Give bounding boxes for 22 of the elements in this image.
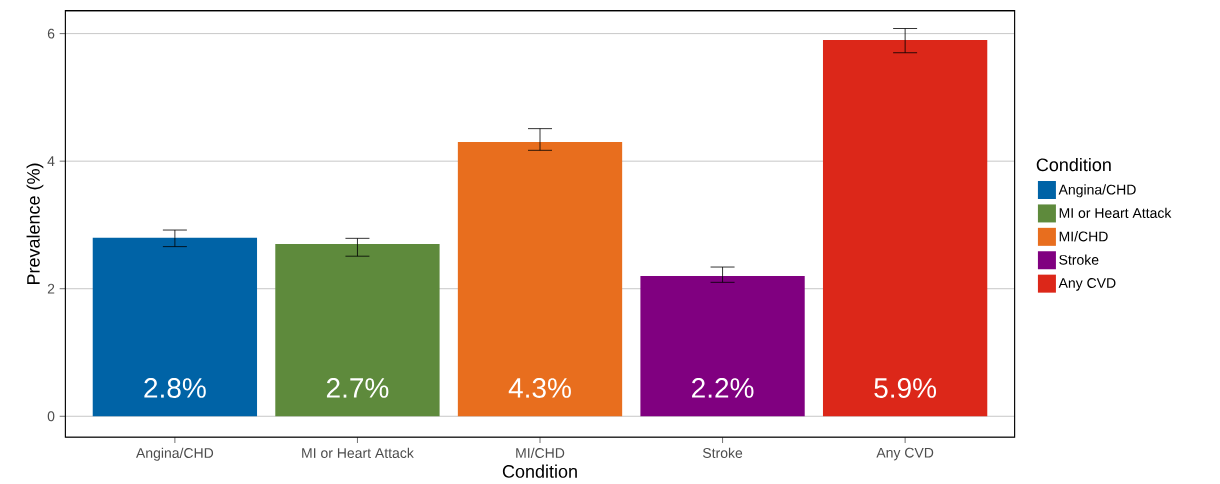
x-tick-label: Any CVD [876, 447, 934, 461]
legend-label: MI/CHD [1059, 231, 1108, 242]
legend-label: Any CVD [1058, 278, 1116, 291]
data-label: 5.9% [874, 378, 937, 398]
data-label: 4.3% [508, 378, 571, 398]
y-tick-label: 4 [47, 156, 55, 166]
x-tick-label: MI/CHD [516, 447, 565, 459]
y-tick-label: 2 [47, 283, 55, 294]
data-label: 2.7% [326, 378, 389, 398]
data-label: 2.2% [692, 378, 754, 398]
x-tick-label: Angina/CHD [136, 447, 214, 461]
x-axis-title: Condition [502, 464, 577, 478]
y-tick-label: 0 [47, 411, 55, 422]
data-label: 2.8% [144, 378, 206, 398]
x-tick-label: Stroke [702, 447, 743, 459]
legend-label: Angina/CHD [1058, 184, 1136, 198]
y-axis-title: Prevalence (%) [26, 163, 44, 285]
legend-title: Condition [1036, 157, 1111, 172]
legend-label: Stroke [1059, 254, 1099, 265]
y-tick-label: 6 [47, 28, 55, 39]
legend-label: MI or Heart Attack [1059, 207, 1172, 218]
x-tick-label: MI or Heart Attack [302, 447, 414, 459]
